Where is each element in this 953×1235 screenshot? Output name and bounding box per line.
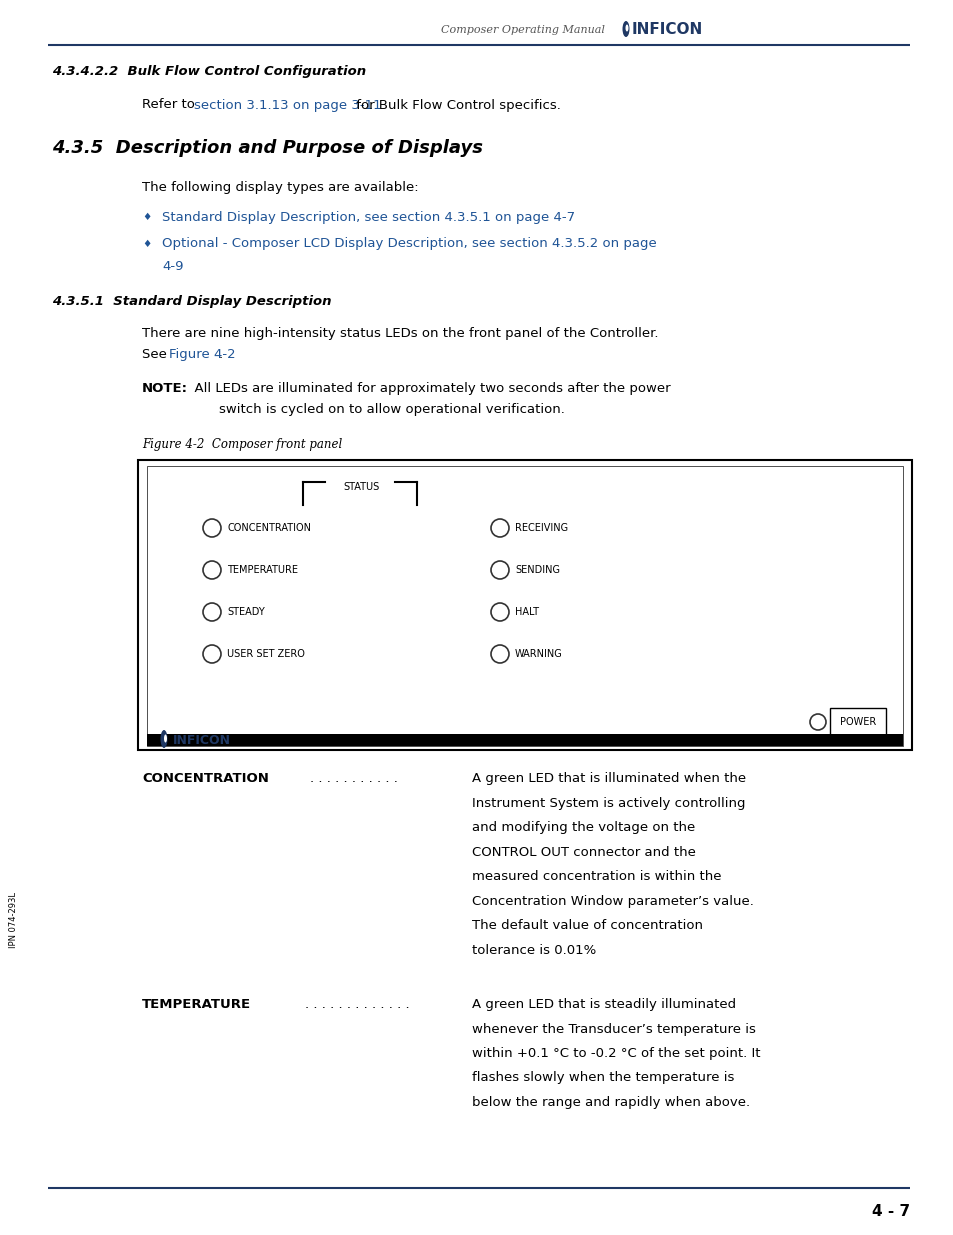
- Text: CONTROL OUT connector and the: CONTROL OUT connector and the: [472, 846, 695, 858]
- Ellipse shape: [625, 25, 628, 32]
- Text: ♦: ♦: [142, 212, 152, 222]
- Text: NOTE:: NOTE:: [142, 382, 188, 394]
- Text: Refer to: Refer to: [142, 99, 199, 111]
- Text: Figure 4-2: Figure 4-2: [169, 348, 235, 362]
- Text: The following display types are available:: The following display types are availabl…: [142, 180, 418, 194]
- Text: The default value of concentration: The default value of concentration: [472, 919, 702, 932]
- Text: ♦: ♦: [142, 240, 152, 249]
- Text: INFICON: INFICON: [631, 22, 702, 37]
- Text: measured concentration is within the: measured concentration is within the: [472, 869, 720, 883]
- Text: Instrument System is actively controlling: Instrument System is actively controllin…: [472, 797, 744, 809]
- Text: All LEDs are illuminated for approximately two seconds after the power: All LEDs are illuminated for approximate…: [186, 382, 670, 394]
- Text: POWER: POWER: [839, 718, 875, 727]
- Text: INFICON: INFICON: [172, 734, 231, 746]
- Text: whenever the Transducer’s temperature is: whenever the Transducer’s temperature is: [472, 1023, 755, 1035]
- Text: for Bulk Flow Control specifics.: for Bulk Flow Control specifics.: [352, 99, 560, 111]
- Text: IPN 074-293L: IPN 074-293L: [10, 892, 18, 948]
- Text: TEMPERATURE: TEMPERATURE: [227, 564, 297, 576]
- Text: USER SET ZERO: USER SET ZERO: [227, 650, 305, 659]
- Bar: [829, 708, 885, 736]
- Text: and modifying the voltage on the: and modifying the voltage on the: [472, 821, 695, 834]
- Text: A green LED that is illuminated when the: A green LED that is illuminated when the: [472, 772, 745, 785]
- Text: section 3.1.13 on page 3-11: section 3.1.13 on page 3-11: [193, 99, 381, 111]
- Text: . . . . . . . . . . .: . . . . . . . . . . .: [310, 772, 397, 785]
- Text: WARNING: WARNING: [515, 650, 562, 659]
- Text: 4.3.5.1  Standard Display Description: 4.3.5.1 Standard Display Description: [52, 295, 331, 309]
- Text: 4 - 7: 4 - 7: [871, 1204, 909, 1219]
- Text: Concentration Window parameter’s value.: Concentration Window parameter’s value.: [472, 894, 753, 908]
- Text: Optional - Composer LCD Display Description, see section 4.3.5.2 on page: Optional - Composer LCD Display Descript…: [162, 237, 656, 251]
- Text: There are nine high-intensity status LEDs on the front panel of the Controller.: There are nine high-intensity status LED…: [142, 326, 658, 340]
- Text: below the range and rapidly when above.: below the range and rapidly when above.: [472, 1095, 749, 1109]
- Text: Standard Display Description, see section 4.3.5.1 on page 4-7: Standard Display Description, see sectio…: [162, 210, 575, 224]
- Text: A green LED that is steadily illuminated: A green LED that is steadily illuminated: [472, 998, 736, 1011]
- Ellipse shape: [164, 735, 167, 742]
- Text: COMPOSER: COMPOSER: [827, 734, 894, 746]
- Bar: [138, 459, 911, 750]
- Ellipse shape: [622, 21, 629, 37]
- Text: Composer Operating Manual: Composer Operating Manual: [440, 25, 604, 35]
- Text: CONCENTRATION: CONCENTRATION: [142, 772, 269, 785]
- Text: RECEIVING: RECEIVING: [515, 522, 568, 534]
- Ellipse shape: [160, 730, 168, 748]
- Text: STEADY: STEADY: [227, 606, 265, 618]
- Text: 4.3.5  Description and Purpose of Displays: 4.3.5 Description and Purpose of Display…: [52, 140, 482, 157]
- Text: tolerance is 0.01%: tolerance is 0.01%: [472, 944, 596, 956]
- Text: GAS COMPOSITION CONTROLLER: GAS COMPOSITION CONTROLLER: [427, 734, 621, 746]
- Text: HALT: HALT: [515, 606, 538, 618]
- Text: . . . . . . . . . . . . .: . . . . . . . . . . . . .: [305, 998, 409, 1011]
- Text: within +0.1 °C to -0.2 °C of the set point. It: within +0.1 °C to -0.2 °C of the set poi…: [472, 1047, 760, 1060]
- Text: STATUS: STATUS: [343, 482, 379, 492]
- Text: 4-9: 4-9: [162, 261, 183, 273]
- Text: TEMPERATURE: TEMPERATURE: [142, 998, 251, 1011]
- Bar: [147, 734, 902, 746]
- Text: Figure 4-2  Composer front panel: Figure 4-2 Composer front panel: [142, 437, 342, 451]
- Text: CONCENTRATION: CONCENTRATION: [227, 522, 311, 534]
- Bar: [147, 467, 902, 746]
- Text: See: See: [142, 348, 171, 362]
- Text: .: .: [219, 348, 223, 362]
- Text: 4.3.4.2.2  Bulk Flow Control Configuration: 4.3.4.2.2 Bulk Flow Control Configuratio…: [52, 65, 366, 79]
- Text: SENDING: SENDING: [515, 564, 559, 576]
- Text: switch is cycled on to allow operational verification.: switch is cycled on to allow operational…: [219, 404, 564, 416]
- Text: flashes slowly when the temperature is: flashes slowly when the temperature is: [472, 1072, 734, 1084]
